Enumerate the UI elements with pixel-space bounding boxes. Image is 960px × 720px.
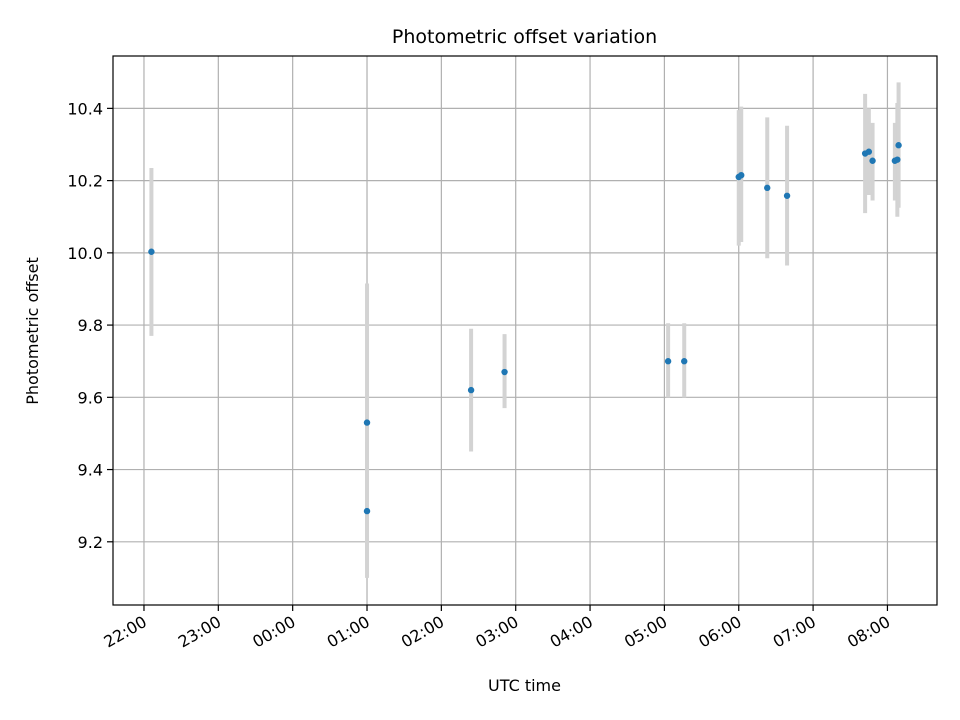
x-tick-label: 02:00 xyxy=(398,612,447,652)
x-tick-label: 06:00 xyxy=(695,612,744,652)
y-tick-label: 10.0 xyxy=(67,244,103,263)
x-tick-label: 03:00 xyxy=(472,612,521,652)
data-point xyxy=(783,192,791,199)
data-point xyxy=(363,507,371,515)
x-tick-label: 04:00 xyxy=(547,612,596,652)
y-tick-label: 9.6 xyxy=(78,388,103,407)
y-tick-label: 10.2 xyxy=(67,172,103,191)
data-point xyxy=(148,248,155,255)
x-tick-label: 08:00 xyxy=(844,612,893,652)
y-tick-label: 9.4 xyxy=(78,461,103,480)
x-tick-label: 07:00 xyxy=(770,612,819,652)
y-axis: 9.2 9.4 9.6 9.8 10.0 10.2 10.4 xyxy=(67,99,113,552)
chart-title: Photometric offset variation xyxy=(392,26,657,48)
plot-frame xyxy=(112,55,938,606)
x-tick-label: 23:00 xyxy=(175,612,224,652)
y-tick-label: 9.8 xyxy=(78,316,103,335)
data-point xyxy=(467,386,475,394)
data-point xyxy=(869,157,876,164)
x-axis-label: UTC time xyxy=(488,676,561,695)
data-point xyxy=(895,142,902,149)
y-tick-label: 10.4 xyxy=(67,99,103,118)
grid xyxy=(113,56,937,605)
data-point xyxy=(501,368,508,376)
x-tick-label: 01:00 xyxy=(324,612,373,652)
data-point xyxy=(664,358,672,365)
data-points xyxy=(148,142,902,515)
x-tick-label: 05:00 xyxy=(621,612,670,652)
error-bars xyxy=(149,82,901,578)
data-point xyxy=(363,419,371,426)
data-point xyxy=(894,156,901,163)
data-point xyxy=(738,171,745,179)
x-tick-label: 22:00 xyxy=(101,612,150,652)
y-axis-label: Photometric offset xyxy=(23,257,42,405)
data-point xyxy=(764,184,771,192)
x-axis: 22:00 23:00 00:00 01:00 02:00 03:00 04:00 05:00… xyxy=(101,605,893,652)
data-point xyxy=(865,148,873,155)
x-tick-label: 00:00 xyxy=(249,612,298,652)
y-tick-label: 9.2 xyxy=(78,533,103,552)
data-point xyxy=(681,358,688,365)
